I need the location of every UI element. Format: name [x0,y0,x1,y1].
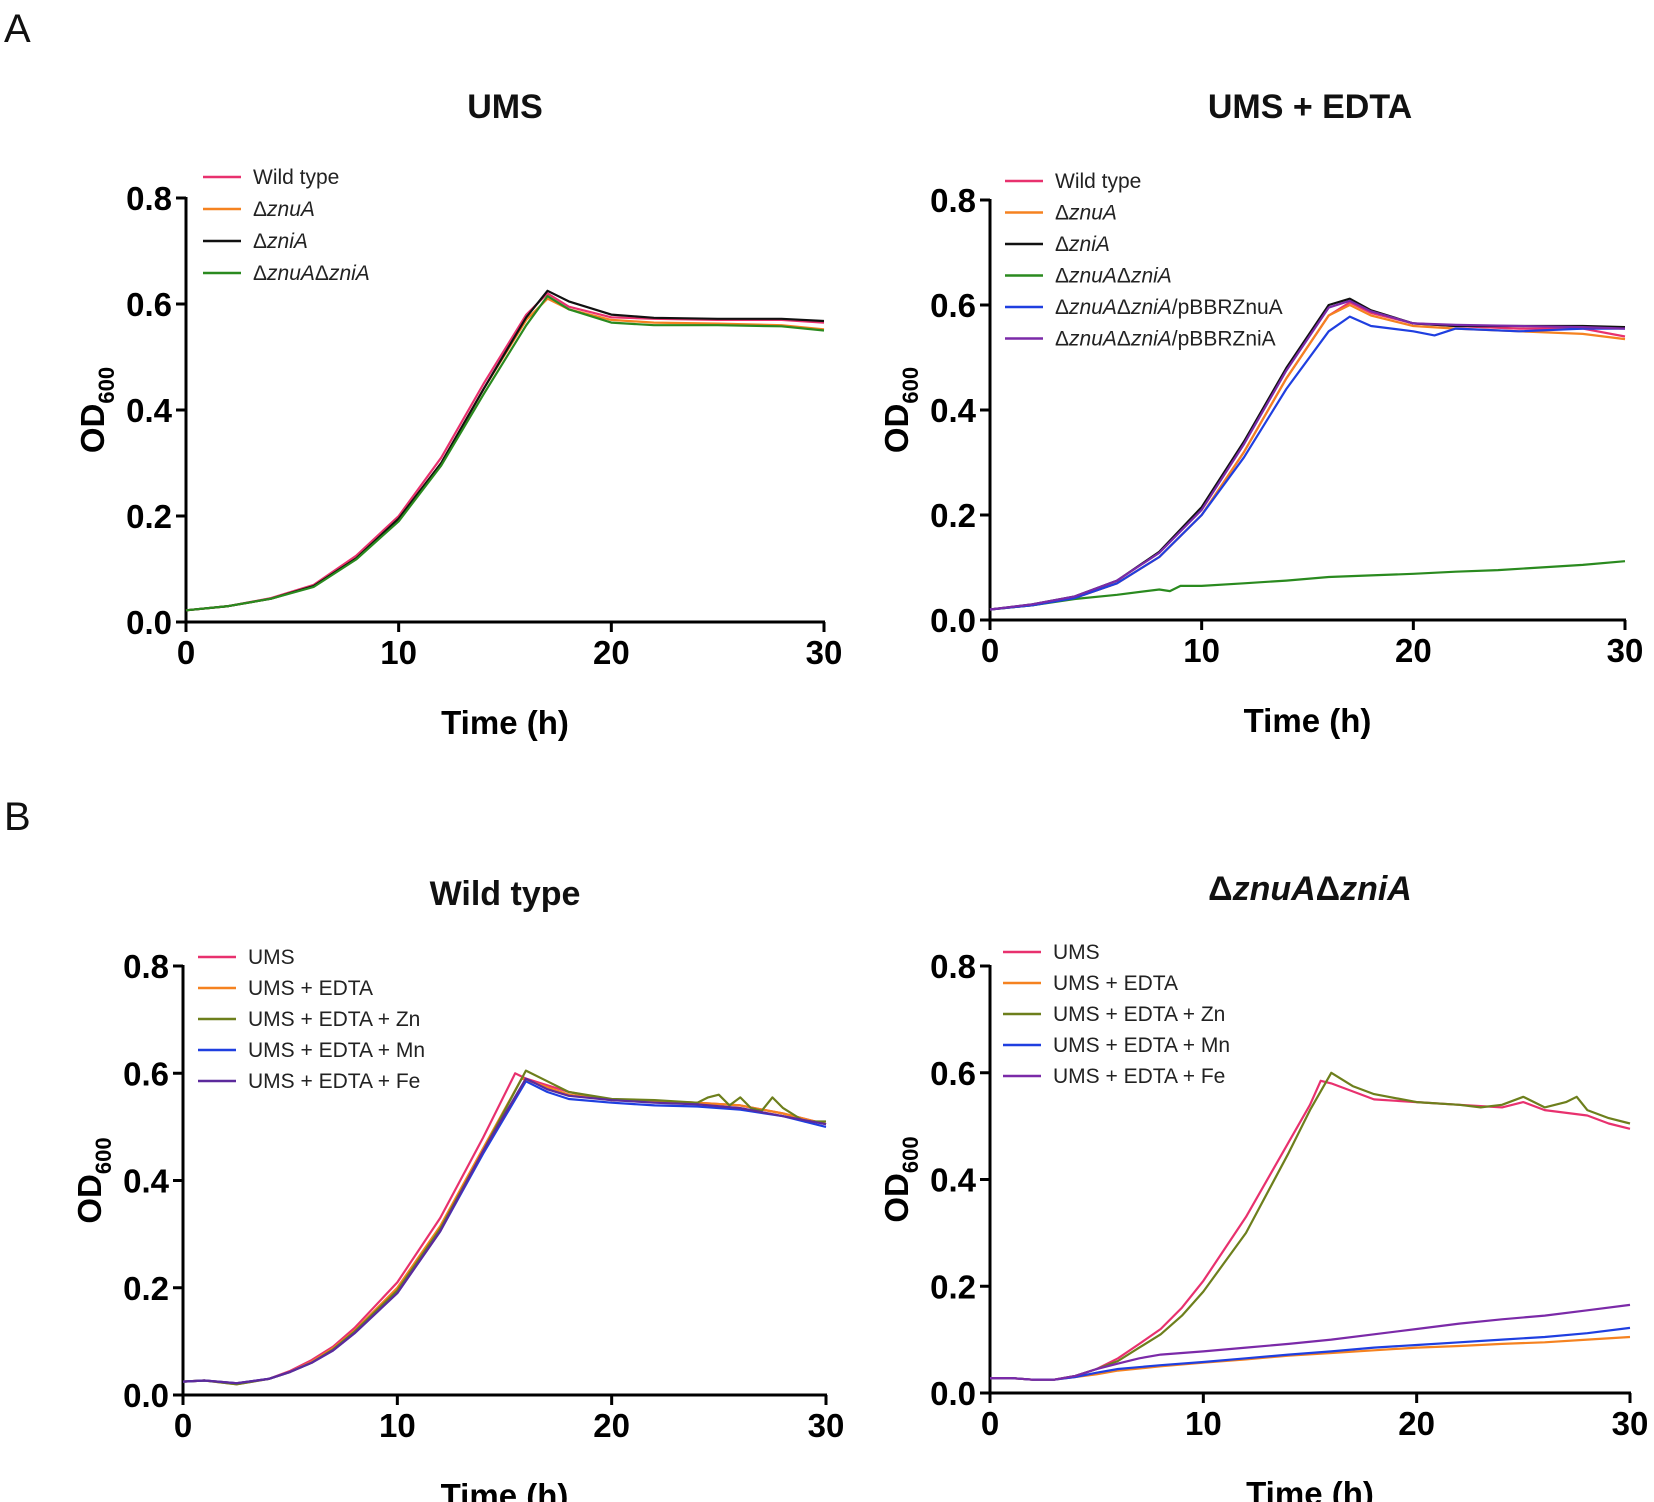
x-tick-label: 20 [593,1407,630,1444]
x-tick-label: 10 [1183,632,1220,669]
legend-label-dznua: ΔznuA [1055,202,1117,225]
x-tick-label: 20 [1395,632,1432,669]
y-tick-label: 0.8 [930,948,976,985]
legend-label-ums-edta-mn: UMS + EDTA + Mn [1053,1034,1230,1057]
x-tick-label: 0 [174,1407,192,1444]
y-tick-label: 0.8 [126,180,172,217]
legend-label-ums-edta-fe: UMS + EDTA + Fe [1053,1065,1225,1088]
series-line-ums [182,1072,827,1385]
y-tick-label: 0.4 [930,392,977,429]
x-tick-label: 10 [380,634,417,671]
y-axis-title: OD600 [74,367,119,453]
chart-title: ΔznuAΔzniA [1208,870,1412,908]
x-axis-title: Time (h) [1246,1475,1374,1502]
x-axis-title: Time (h) [1244,702,1372,739]
y-axis-title: OD600 [878,1136,923,1222]
x-tick-label: 20 [593,634,630,671]
series-line-dznuadznia [185,295,825,612]
y-axis-title: OD600 [71,1137,116,1223]
y-tick-label: 0.6 [930,287,976,324]
x-tick-label: 30 [806,634,843,671]
chart-title: Wild type [430,875,581,913]
x-axis-title: Time (h) [441,704,569,741]
y-tick-label: 0.2 [930,1268,976,1305]
series-line-ums-edta-fe [990,1303,1631,1381]
y-tick-label: 0.6 [126,286,172,323]
panel-label-a: A [4,7,31,51]
y-tick-label: 0.4 [123,1163,170,1200]
x-tick-label: 0 [981,1405,999,1442]
series-line-dznuadznia [989,560,1626,611]
legend-label-dznuadznia-pbbrznua: ΔznuAΔzniA/pBBRZnuA [1055,296,1283,319]
x-tick-label: 20 [1398,1405,1435,1442]
y-tick-label: 0.8 [930,182,976,219]
chart-znua-znia: ΔznuAΔzniA 0 10 20 30 0.0 0.2 0.4 0.6 0.8 Time (h)… [878,870,1648,1502]
y-axis-title: OD600 [878,367,923,453]
legend-label-ums-edta-fe: UMS + EDTA + Fe [248,1070,420,1093]
y-tick-label: 0.0 [930,1375,976,1412]
panel-label-b: B [4,795,31,839]
y-tick-label: 0.6 [930,1055,976,1092]
chart-ums: UMS 0 10 20 30 0.0 0.2 0.4 0.6 0.8 Time (h) OD600 Wi… [74,88,842,741]
legend-label-dznuadznia: ΔznuAΔzniA [1055,265,1172,288]
series-line-wild-type [185,292,825,612]
series-line-ums [990,1079,1631,1381]
series-line-dznia [185,289,825,612]
legend-label-ums-edta: UMS + EDTA [248,977,373,1000]
series-line-dznuadznia-pbbrznia [989,299,1626,611]
legend-label-dznia: ΔzniA [1055,233,1110,256]
y-tick-label: 0.0 [126,604,172,641]
legend-label-ums-edta-zn: UMS + EDTA + Zn [248,1008,420,1031]
series-line-dznua [989,303,1626,611]
x-tick-label: 0 [981,632,999,669]
legend-label-ums-edta-zn: UMS + EDTA + Zn [1053,1003,1225,1026]
y-tick-label: 0.0 [123,1377,169,1414]
series-line-ums-edta-zn [990,1071,1631,1381]
y-tick-label: 0.4 [126,392,173,429]
x-tick-label: 10 [1185,1405,1222,1442]
legend-label-ums: UMS [1053,941,1100,964]
y-tick-label: 0.0 [930,602,976,639]
y-tick-label: 0.4 [930,1162,977,1199]
series-line-ums-edta-fe [182,1077,827,1385]
legend-label-dznuadznia-pbbrznia: ΔznuAΔzniA/pBBRZniA [1055,328,1276,351]
y-tick-label: 0.2 [123,1270,169,1307]
legend-label-dznuadznia: ΔznuAΔzniA [253,262,370,285]
legend-label-ums-edta: UMS + EDTA [1053,972,1178,995]
x-tick-label: 30 [808,1407,845,1444]
series-line-ums-edta [182,1077,827,1386]
x-tick-label: 10 [379,1407,416,1444]
y-tick-label: 0.8 [123,948,169,985]
series-line-dznua [185,297,825,612]
x-tick-label: 30 [1607,632,1644,669]
legend-label-dznua: ΔznuA [253,198,315,221]
legend-label-ums-edta-mn: UMS + EDTA + Mn [248,1039,425,1062]
y-tick-label: 0.6 [123,1055,169,1092]
legend-label-wild-type: Wild type [253,166,339,189]
y-tick-label: 0.2 [930,497,976,534]
chart-title: UMS + EDTA [1208,88,1412,126]
x-tick-label: 30 [1612,1405,1649,1442]
x-tick-label: 0 [177,634,195,671]
legend-label-dznia: ΔzniA [253,230,308,253]
chart-title: UMS [467,88,543,126]
chart-wild-type: Wild type 0 10 20 30 0.0 0.2 0.4 0.6 0.8 Time (h) O… [71,875,844,1502]
legend-label-ums: UMS [248,946,295,969]
y-tick-label: 0.2 [126,498,172,535]
series-line-ums-edta-mn [182,1080,827,1385]
x-axis-title: Time (h) [441,1477,569,1502]
series-line-dznuadznia-pbbrznua [989,315,1625,611]
chart-ums-edta: UMS + EDTA 0 10 20 30 0.0 0.2 0.4 0.6 0.8 Time (h)… [878,88,1643,739]
legend-label-wild-type: Wild type [1055,170,1141,193]
